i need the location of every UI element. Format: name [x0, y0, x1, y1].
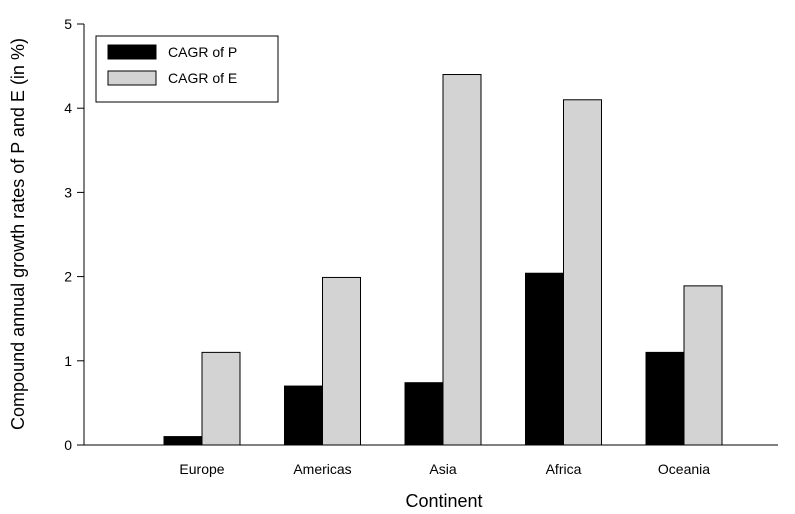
bar-e — [683, 285, 723, 446]
legend-swatch — [107, 44, 157, 60]
category-group: Oceania — [645, 285, 723, 477]
legend-box — [95, 35, 279, 103]
y-tick-label: 1 — [64, 353, 72, 369]
legend-label: CAGR of E — [168, 70, 237, 86]
x-tick-label: Europe — [179, 461, 224, 477]
bar-e — [201, 351, 241, 446]
category-group: Europe — [163, 351, 241, 477]
category-group: Americas — [284, 276, 361, 477]
legend: CAGR of P CAGR of E — [95, 35, 279, 103]
bar-p — [404, 382, 444, 446]
category-group: Africa — [525, 99, 602, 477]
bar-p — [163, 436, 203, 446]
axis-ticks: 0 1 2 3 4 5 — [64, 16, 84, 453]
y-tick-label: 2 — [64, 269, 72, 285]
x-axis-title: Continent — [405, 491, 482, 511]
y-tick-label: 5 — [64, 16, 72, 32]
y-tick-label: 4 — [64, 100, 72, 116]
category-group: Asia — [404, 74, 482, 477]
legend-label: CAGR of P — [168, 44, 237, 60]
bar-p — [284, 385, 323, 446]
legend-swatch — [107, 70, 157, 86]
bar-e — [442, 74, 482, 446]
bars: Europe Americas Asia Africa Oceania — [163, 74, 723, 477]
bar-p — [525, 272, 564, 446]
x-tick-label: Oceania — [658, 461, 710, 477]
bar-e — [322, 276, 361, 446]
x-tick-label: Africa — [546, 461, 582, 477]
x-tick-label: Americas — [293, 461, 351, 477]
bar-p — [645, 351, 685, 446]
bar-e — [563, 99, 602, 446]
y-tick-label: 3 — [64, 184, 72, 200]
y-tick-label: 0 — [64, 437, 72, 453]
x-tick-label: Asia — [429, 461, 456, 477]
y-axis-title: Compound annual growth rates of P and E … — [8, 38, 28, 430]
